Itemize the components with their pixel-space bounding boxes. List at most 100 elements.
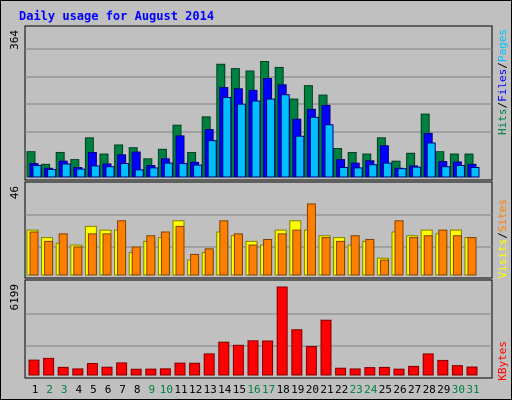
- bar-pages-day-31: [470, 167, 480, 178]
- x-tick-label-day: 19: [291, 383, 304, 396]
- bar-sites-day-30: [452, 235, 462, 276]
- bar-sites-day-3: [58, 233, 68, 276]
- bar-kbytes-day-4: [72, 368, 84, 376]
- bar-sites-day-24: [365, 238, 375, 276]
- x-tick-label-day: 22: [335, 383, 348, 396]
- bar-sites-day-12: [190, 253, 200, 276]
- bar-kbytes-day-19: [291, 329, 303, 376]
- bar-kbytes-day-10: [159, 368, 171, 376]
- bar-sites-day-27: [409, 237, 419, 276]
- right-label-hits-files-pages: Hits/Files/Pages: [496, 29, 509, 135]
- bar-sites-day-10: [160, 231, 170, 276]
- bar-kbytes-day-1: [28, 359, 40, 376]
- bar-pages-day-22: [339, 167, 349, 178]
- bar-kbytes-day-21: [320, 319, 332, 376]
- panel-max-label: 364: [8, 30, 21, 50]
- bar-kbytes-day-25: [378, 366, 390, 376]
- panel-max-label: 6199: [8, 284, 21, 311]
- x-tick-label-day: 6: [105, 383, 112, 396]
- x-tick-label-day: 3: [61, 383, 68, 396]
- bar-sites-day-6: [102, 233, 112, 276]
- bar-pages-day-7: [120, 163, 130, 178]
- bar-kbytes-day-31: [466, 366, 478, 376]
- bar-pages-day-2: [47, 168, 57, 178]
- bar-pages-day-11: [178, 163, 188, 178]
- x-tick-label-day: 17: [262, 383, 275, 396]
- bar-kbytes-day-9: [145, 368, 157, 376]
- x-tick-label-day: 23: [350, 383, 363, 396]
- x-tick-label-day: 21: [320, 383, 333, 396]
- bar-kbytes-day-26: [393, 368, 405, 376]
- x-tick-label-day: 30: [452, 383, 465, 396]
- bar-sites-day-1: [29, 231, 39, 276]
- bar-pages-day-10: [163, 162, 173, 178]
- bar-sites-day-19: [292, 229, 302, 276]
- bar-pages-day-12: [193, 164, 203, 178]
- bar-sites-day-17: [263, 238, 273, 276]
- bar-sites-day-13: [204, 248, 214, 276]
- x-tick-label-day: 18: [277, 383, 290, 396]
- x-tick-label-day: 24: [364, 383, 378, 396]
- bar-sites-day-18: [277, 233, 287, 276]
- x-tick-label-day: 29: [437, 383, 450, 396]
- bar-pages-day-27: [412, 166, 422, 178]
- bar-kbytes-day-27: [408, 365, 420, 376]
- bar-kbytes-day-13: [203, 353, 215, 376]
- bar-sites-day-16: [248, 244, 258, 276]
- bar-sites-day-25: [379, 259, 389, 276]
- x-tick-label-day: 14: [218, 383, 232, 396]
- bar-pages-day-28: [426, 142, 436, 178]
- bar-sites-day-2: [44, 240, 54, 276]
- bar-kbytes-day-6: [101, 366, 113, 376]
- x-tick-label-day: 12: [189, 383, 202, 396]
- x-tick-label-day: 4: [75, 383, 82, 396]
- bar-sites-day-4: [73, 246, 83, 276]
- bar-pages-day-9: [149, 167, 159, 178]
- x-tick-label-day: 2: [46, 383, 53, 396]
- bar-pages-day-4: [76, 168, 86, 178]
- panel-max-label: 46: [8, 186, 21, 199]
- x-tick-label-day: 8: [134, 383, 141, 396]
- bar-sites-day-28: [423, 235, 433, 276]
- x-tick-label-day: 28: [423, 383, 436, 396]
- right-label-kbytes: KBytes: [496, 341, 509, 381]
- bar-pages-day-18: [280, 94, 290, 178]
- bar-pages-day-1: [32, 165, 42, 178]
- bar-pages-day-19: [295, 135, 305, 178]
- bar-pages-day-23: [353, 167, 363, 178]
- bar-kbytes-day-18: [276, 286, 288, 376]
- x-tick-label-day: 31: [466, 383, 479, 396]
- bar-kbytes-day-3: [57, 366, 69, 376]
- bar-kbytes-day-16: [247, 340, 259, 376]
- bar-pages-day-3: [61, 163, 71, 178]
- bar-kbytes-day-2: [43, 357, 55, 376]
- bar-pages-day-6: [105, 166, 115, 178]
- bar-pages-day-30: [455, 165, 465, 178]
- bar-pages-day-20: [309, 116, 319, 178]
- bar-pages-day-14: [222, 96, 232, 178]
- bar-kbytes-day-23: [349, 368, 361, 376]
- bar-sites-day-14: [219, 220, 229, 276]
- bar-pages-day-21: [324, 124, 334, 178]
- bar-sites-day-26: [394, 220, 404, 276]
- x-tick-label-day: 26: [393, 383, 406, 396]
- bar-pages-day-25: [382, 162, 392, 178]
- bar-kbytes-day-17: [262, 340, 274, 376]
- bar-sites-day-23: [350, 235, 360, 276]
- bar-kbytes-day-24: [364, 367, 376, 376]
- x-tick-label-day: 16: [247, 383, 260, 396]
- bar-sites-day-20: [306, 203, 316, 276]
- x-tick-label-day: 9: [148, 383, 155, 396]
- bar-kbytes-day-5: [86, 363, 98, 376]
- chart-title: Daily usage for August 2014: [19, 9, 215, 23]
- right-label-visits-sites: Visits/Sites: [496, 199, 509, 279]
- x-tick-label-day: 20: [306, 383, 319, 396]
- x-tick-label-day: 27: [408, 383, 421, 396]
- bar-sites-day-21: [321, 237, 331, 276]
- x-tick-label-day: 25: [379, 383, 392, 396]
- bar-kbytes-day-30: [451, 365, 463, 376]
- bar-sites-day-7: [117, 220, 127, 276]
- bar-pages-day-24: [368, 164, 378, 178]
